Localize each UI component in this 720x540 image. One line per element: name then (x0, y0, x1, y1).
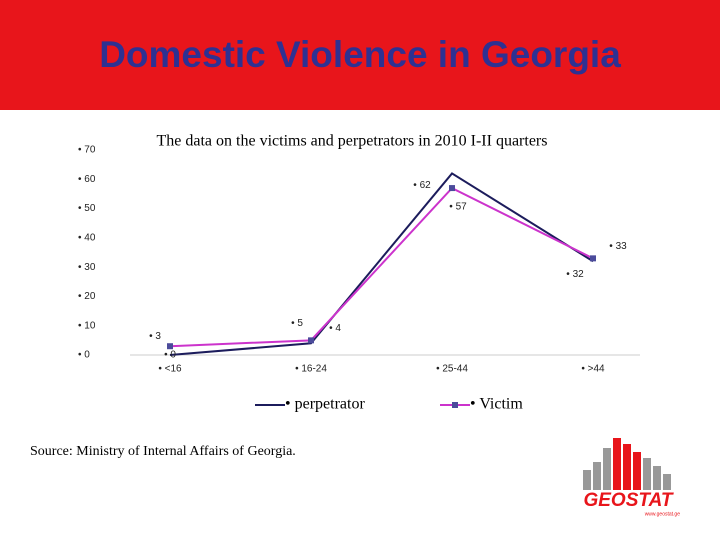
source: Source: Ministry of Internal Affairs of … (30, 444, 296, 459)
y-tick-label: • 30 (78, 262, 96, 273)
x-tick-label: • >44 (581, 364, 605, 375)
logo: GEOSTAT www.geostat.ge (583, 438, 680, 517)
logo-bar (603, 448, 611, 490)
logo-bar (643, 458, 651, 490)
title-banner (0, 0, 720, 110)
legend-label: • perpetrator (285, 396, 365, 413)
logo-bar (613, 438, 621, 490)
data-label: • 57 (449, 202, 467, 213)
data-label: • 33 (609, 241, 627, 252)
marker (308, 337, 314, 344)
logo-text: GEOSTAT (583, 490, 673, 511)
data-label: • 5 (291, 318, 303, 329)
y-tick-label: • 0 (78, 350, 90, 361)
data-label: • 4 (329, 323, 341, 334)
legend-marker (452, 402, 458, 408)
x-tick-label: • 25-44 (436, 364, 468, 375)
data-label: • 3 (149, 331, 161, 342)
x-tick-label: • 16-24 (295, 364, 327, 375)
x-tick-label: • <16 (158, 364, 182, 375)
y-tick-label: • 40 (78, 232, 96, 243)
line (169, 172, 594, 356)
data-label: • 0 (164, 350, 176, 361)
logo-bar (583, 470, 591, 490)
y-tick-label: • 60 (78, 174, 96, 185)
marker (449, 185, 455, 192)
y-tick-label: • 50 (78, 203, 96, 214)
logo-url: www.geostat.ge (645, 511, 681, 517)
logo-bar (593, 462, 601, 490)
logo-bar (663, 474, 671, 490)
logo-bar (623, 444, 631, 490)
chart-title: The data on the victims and perpetrators… (157, 133, 548, 150)
logo-bar (653, 466, 661, 490)
marker (590, 255, 596, 262)
y-tick-label: • 10 (78, 320, 96, 331)
logo-bar (633, 452, 641, 490)
y-tick-label: • 70 (78, 145, 96, 156)
line (169, 186, 594, 348)
y-tick-label: • 20 (78, 291, 96, 302)
data-label: • 62 (413, 180, 431, 191)
marker (167, 343, 173, 350)
data-label: • 32 (566, 269, 584, 280)
slide-title: Domestic Violence in Georgia (99, 34, 621, 75)
legend-label: • Victim (470, 396, 523, 413)
